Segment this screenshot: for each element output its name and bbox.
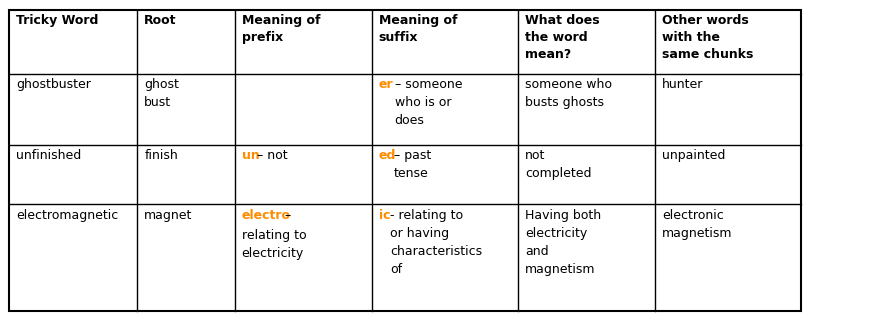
- Text: magnet: magnet: [144, 209, 193, 222]
- Text: ghost
bust: ghost bust: [144, 78, 179, 109]
- Text: unpainted: unpainted: [662, 149, 726, 162]
- Text: ed: ed: [379, 149, 396, 162]
- Text: Root: Root: [144, 14, 177, 27]
- Text: – not: – not: [257, 149, 288, 162]
- Text: not
completed: not completed: [525, 149, 591, 180]
- Bar: [9, 10, 801, 311]
- Text: er: er: [379, 78, 394, 91]
- Text: What does
the word
mean?: What does the word mean?: [525, 14, 599, 61]
- Text: Having both
electricity
and
magnetism: Having both electricity and magnetism: [525, 209, 601, 276]
- Text: - relating to
or having
characteristics
of: - relating to or having characteristics …: [390, 209, 482, 276]
- Text: –: –: [284, 209, 290, 222]
- Text: finish: finish: [144, 149, 178, 162]
- Text: Tricky Word: Tricky Word: [16, 14, 98, 27]
- Text: unfinished: unfinished: [16, 149, 81, 162]
- Text: ic: ic: [379, 209, 390, 222]
- Text: – past
tense: – past tense: [394, 149, 431, 180]
- Text: Meaning of
suffix: Meaning of suffix: [379, 14, 458, 44]
- Text: someone who
busts ghosts: someone who busts ghosts: [525, 78, 612, 109]
- Text: electromagnetic: electromagnetic: [16, 209, 119, 222]
- Text: ghostbuster: ghostbuster: [16, 78, 91, 91]
- Text: Meaning of
prefix: Meaning of prefix: [242, 14, 320, 44]
- Text: electro: electro: [242, 209, 290, 222]
- Text: hunter: hunter: [662, 78, 704, 91]
- Text: relating to
electricity: relating to electricity: [242, 229, 306, 260]
- Text: Other words
with the
same chunks: Other words with the same chunks: [662, 14, 753, 61]
- Text: – someone
who is or
does: – someone who is or does: [395, 78, 462, 127]
- Text: electronic
magnetism: electronic magnetism: [662, 209, 733, 240]
- Text: un: un: [242, 149, 259, 162]
